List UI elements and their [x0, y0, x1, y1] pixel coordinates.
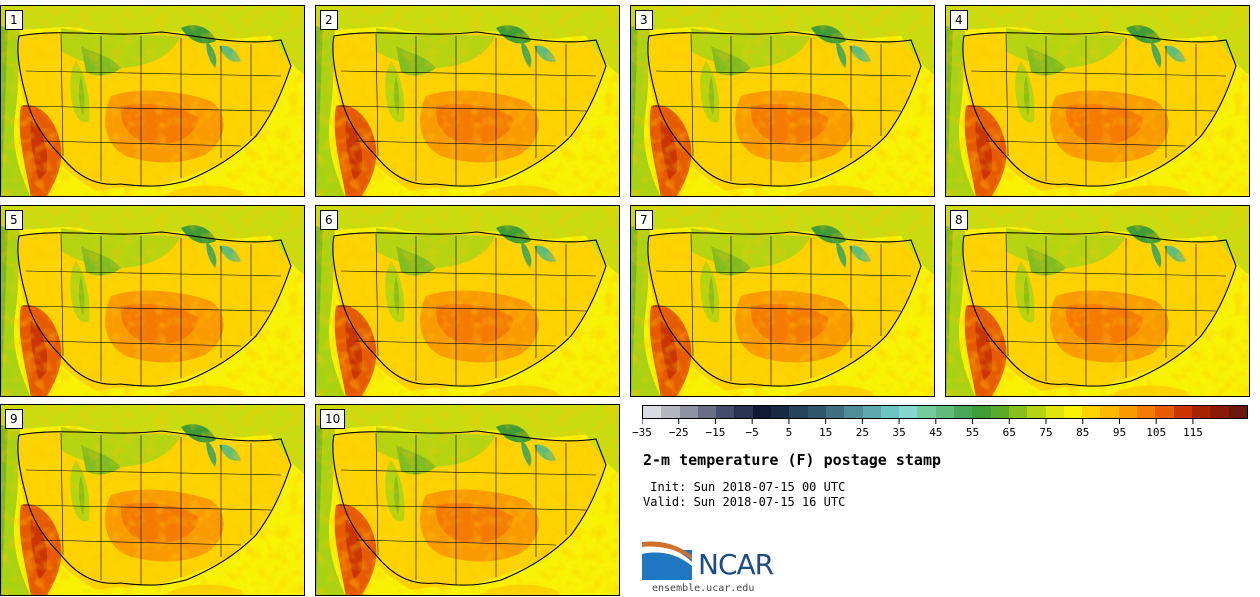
map-panel[interactable]: 6: [315, 205, 620, 397]
colorbar-tick-label: 15: [819, 426, 833, 439]
temperature-map: [1, 6, 305, 197]
member-label: 2: [320, 10, 338, 30]
colorbar-swatch: [789, 406, 808, 418]
member-label: 9: [5, 409, 23, 429]
colorbar-tick-label: −35: [632, 426, 652, 439]
colorbar-swatch: [807, 406, 826, 418]
colorbar-tick-label: 85: [1076, 426, 1090, 439]
colorbar-swatch: [972, 406, 991, 418]
colorbar-tick-label: 105: [1146, 426, 1167, 439]
colorbar-swatch: [697, 406, 717, 418]
colorbar-swatch: [1045, 406, 1064, 418]
map-panel[interactable]: 9: [0, 404, 305, 596]
colorbar-swatch: [899, 406, 918, 418]
colorbar-tick-label: 75: [1039, 426, 1053, 439]
map-panel[interactable]: 8: [945, 205, 1250, 397]
colorbar: [642, 405, 1248, 419]
colorbar-tick-label: 45: [929, 426, 943, 439]
map-panel[interactable]: 2: [315, 5, 620, 197]
colorbar-swatch: [1100, 406, 1119, 418]
colorbar-swatch: [917, 406, 936, 418]
map-panel[interactable]: 5: [0, 205, 305, 397]
colorbar-swatch: [661, 406, 680, 418]
colorbar-swatch: [643, 406, 662, 418]
map-panel[interactable]: 3: [630, 5, 935, 197]
colorbar-swatch: [752, 406, 772, 418]
colorbar-swatch: [954, 406, 973, 418]
colorbar-swatch: [880, 406, 900, 418]
colorbar-tick-label: 55: [965, 426, 980, 439]
temperature-map: [316, 405, 620, 596]
logo-wordmark: NCAR: [698, 548, 774, 581]
colorbar-swatch: [1210, 406, 1229, 418]
colorbar-tick-label: 65: [1002, 426, 1016, 439]
colorbar-swatch: [1008, 406, 1028, 418]
temperature-map: [316, 206, 620, 397]
member-label: 5: [5, 210, 23, 230]
member-label: 10: [320, 409, 346, 429]
colorbar-swatch: [825, 406, 845, 418]
temperature-map: [1, 206, 305, 397]
member-label: 4: [950, 10, 968, 30]
colorbar-swatch: [1082, 406, 1101, 418]
temperature-map: [631, 6, 935, 197]
colorbar-swatch: [935, 406, 955, 418]
colorbar-tick-label: 5: [785, 426, 793, 439]
colorbar-swatch: [1027, 406, 1046, 418]
colorbar-swatch: [1173, 406, 1192, 418]
colorbar-swatch: [1118, 406, 1138, 418]
colorbar-ticks: [642, 419, 1194, 424]
colorbar-swatch: [734, 406, 753, 418]
colorbar-swatch: [1228, 406, 1247, 418]
colorbar-tick-label: 95: [1112, 426, 1127, 439]
valid-time: Valid: Sun 2018-07-15 16 UTC: [643, 495, 846, 509]
colorbar-tick-label: −25: [668, 426, 689, 439]
temperature-map: [631, 206, 935, 397]
colorbar-swatch: [771, 406, 790, 418]
init-time: Init: Sun 2018-07-15 00 UTC: [643, 480, 846, 494]
member-label: 6: [320, 210, 338, 230]
map-panel[interactable]: 1: [0, 5, 305, 197]
colorbar-swatch: [1191, 406, 1211, 418]
chart-title: 2-m temperature (F) postage stamp: [643, 451, 942, 469]
member-label: 3: [635, 10, 653, 30]
colorbar-tick-label: 115: [1182, 426, 1203, 439]
colorbar-tick-label: −5: [745, 426, 759, 439]
colorbar-tick-label: −15: [705, 426, 726, 439]
map-panel[interactable]: 4: [945, 5, 1250, 197]
member-label: 1: [5, 10, 23, 30]
member-label: 7: [635, 210, 653, 230]
colorbar-swatch: [1137, 406, 1156, 418]
colorbar-tick-labels: −35 −25 −15 −5 5 15 25 35 45 55 65 75 85 95 105 115: [632, 426, 1248, 440]
colorbar-swatch: [716, 406, 735, 418]
logo-url: ensemble.ucar.edu: [652, 583, 755, 594]
colorbar-swatch: [844, 406, 863, 418]
map-panel[interactable]: 7: [630, 205, 935, 397]
temperature-map: [316, 6, 620, 197]
colorbar-swatch: [1155, 406, 1174, 418]
temperature-map: [1, 405, 305, 596]
colorbar-swatch: [1063, 406, 1083, 418]
colorbar-swatch: [990, 406, 1009, 418]
ncar-logo-icon: [642, 541, 692, 580]
map-panel[interactable]: 10: [315, 404, 620, 596]
colorbar-tick-label: 35: [892, 426, 906, 439]
temperature-map: [946, 6, 1250, 197]
temperature-map: [946, 206, 1250, 397]
colorbar-tick-label: 25: [855, 426, 869, 439]
colorbar-swatch: [679, 406, 698, 418]
colorbar-swatch: [862, 406, 881, 418]
member-label: 8: [950, 210, 968, 230]
